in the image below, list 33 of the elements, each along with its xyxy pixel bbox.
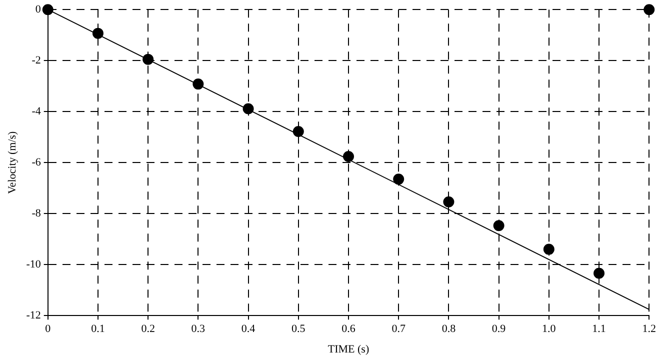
point xyxy=(594,268,605,279)
point xyxy=(292,126,304,137)
x-tick-label: 0.6 xyxy=(342,323,356,336)
y-axis-title: Velocity (m/s) xyxy=(6,130,18,194)
point xyxy=(493,220,504,232)
point xyxy=(142,54,154,65)
point xyxy=(42,4,54,16)
y-tick-label: 0 xyxy=(35,3,42,16)
x-tick-label: 0.7 xyxy=(392,323,406,336)
point xyxy=(342,150,354,162)
y-tick-label: -12 xyxy=(26,309,41,322)
point xyxy=(192,78,204,90)
x-tick-label: 1.0 xyxy=(542,323,556,336)
x-tick-label: 0.4 xyxy=(241,323,256,336)
x-tick-label: 0.9 xyxy=(492,323,506,336)
x-tick-label: 0.1 xyxy=(91,323,105,336)
point xyxy=(443,196,454,208)
y-tick-label: -6 xyxy=(32,156,42,168)
x-tick-label: 1.2 xyxy=(642,323,656,336)
y-tick-label: -4 xyxy=(32,105,42,118)
x-tick-label: 1.1 xyxy=(592,323,606,336)
x-axis-title: TIME (s) xyxy=(328,343,370,356)
x-tick-label: 0.8 xyxy=(442,323,456,336)
point xyxy=(393,174,404,185)
x-tick-label: 0.5 xyxy=(292,323,306,336)
point xyxy=(543,244,554,255)
y-tick-label: -10 xyxy=(26,258,42,270)
x-tick-label: 0.3 xyxy=(191,323,206,336)
y-tick-label: -2 xyxy=(32,54,41,66)
y-tick-label: -8 xyxy=(32,207,42,220)
point xyxy=(644,4,655,16)
x-tick-label: 0.2 xyxy=(141,323,155,336)
x-tick-label: 0 xyxy=(45,323,52,336)
